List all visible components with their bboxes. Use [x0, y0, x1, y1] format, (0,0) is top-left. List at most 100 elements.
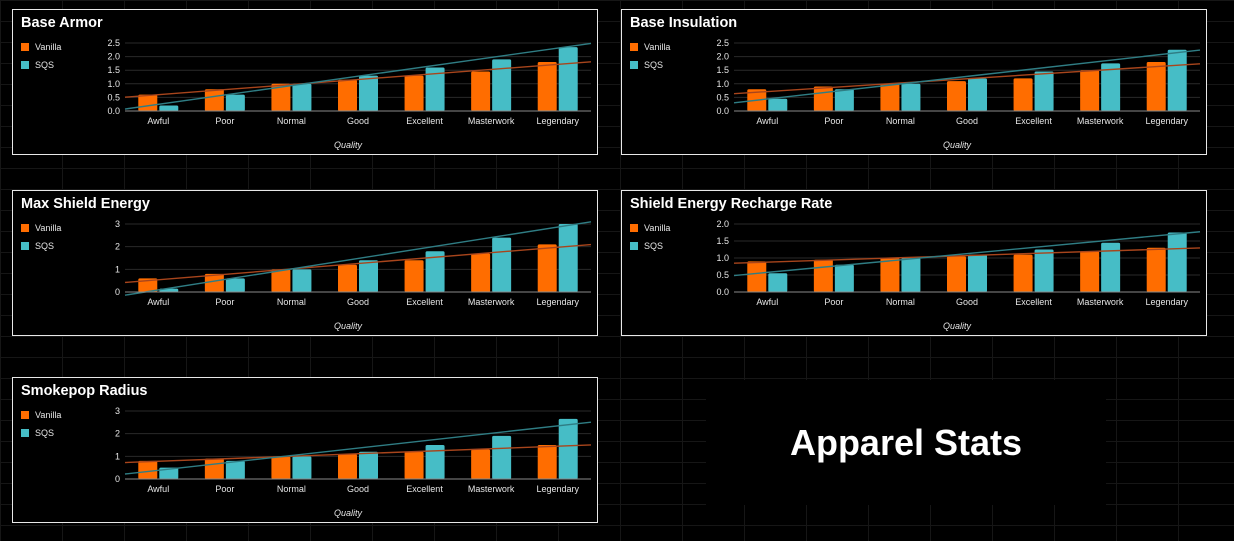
x-axis-title: Quality [943, 140, 972, 150]
legend-label: Vanilla [35, 223, 62, 233]
bar-vanilla [1080, 251, 1100, 292]
bar-sqs [492, 237, 512, 292]
x-tick-label: Awful [147, 484, 169, 494]
legend-swatch [630, 61, 638, 69]
x-tick-label: Normal [277, 297, 306, 307]
x-tick-label: Good [347, 297, 369, 307]
x-axis-title: Quality [943, 321, 972, 331]
x-tick-label: Masterwork [1077, 116, 1124, 126]
bar-sqs [492, 59, 512, 111]
bar-sqs [1167, 232, 1187, 292]
bar-vanilla [271, 269, 291, 292]
bar-vanilla [204, 273, 224, 292]
bar-sqs [834, 89, 854, 111]
x-tick-label: Good [347, 116, 369, 126]
x-tick-label: Poor [215, 297, 234, 307]
x-tick-label: Awful [756, 297, 778, 307]
chart-plot: 0 1 2 3 Awful Poor Normal Good Excellent Masterwo… [115, 406, 592, 518]
bar-sqs [768, 98, 788, 111]
chart-title: Base Armor [21, 15, 103, 31]
x-tick-label: Awful [147, 116, 169, 126]
bar-sqs [968, 254, 987, 292]
legend-item-vanilla: Vanilla [630, 38, 670, 56]
x-tick-label: Excellent [1015, 297, 1052, 307]
bar-vanilla [471, 449, 491, 479]
bar-sqs [768, 273, 788, 292]
bar-vanilla [338, 79, 357, 111]
y-tick-label: 2.5 [716, 38, 729, 48]
legend-swatch [21, 411, 29, 419]
y-tick-label: 2.5 [107, 38, 120, 48]
bar-vanilla [338, 454, 357, 479]
legend-label: SQS [35, 241, 55, 251]
bar-sqs [1101, 63, 1121, 111]
bar-vanilla [813, 86, 833, 111]
legend-label: SQS [35, 428, 55, 438]
chart-title: Shield Energy Recharge Rate [630, 196, 833, 212]
bar-vanilla [880, 258, 900, 292]
trendline-sqs [124, 421, 592, 475]
y-tick-label: 1.0 [716, 79, 729, 89]
chart-plot: 0.0 0.5 1.0 1.5 2.0 Awful Poor Normal Good Excell… [716, 219, 1201, 331]
bar-vanilla [813, 259, 833, 292]
x-tick-label: Masterwork [468, 116, 515, 126]
page-title-box: Apparel Stats [706, 380, 1106, 505]
legend-swatch [21, 242, 29, 250]
legend-swatch [21, 43, 29, 51]
legend-swatch [21, 61, 29, 69]
y-tick-label: 0.0 [107, 106, 120, 116]
y-tick-label: 0.0 [716, 287, 729, 297]
legend-item-vanilla: Vanilla [630, 219, 670, 237]
bar-sqs [492, 435, 512, 479]
bar-vanilla [471, 71, 491, 111]
bar-vanilla [138, 460, 158, 479]
bar-sqs [1101, 242, 1121, 292]
x-tick-label: Normal [886, 297, 915, 307]
x-tick-label: Poor [215, 484, 234, 494]
bar-sqs [558, 224, 578, 292]
x-tick-label: Good [956, 297, 978, 307]
trendline-vanilla [733, 247, 1201, 264]
x-tick-label: Legendary [536, 297, 579, 307]
chart-panel-smokepop-radius: Smokepop Radius Vanilla SQS 0 1 2 3 Awful Poor No… [12, 377, 598, 523]
chart-panel-max-shield-energy: Max Shield Energy Vanilla SQS 0 1 2 3 Awful Poor… [12, 190, 598, 336]
bar-vanilla [537, 244, 557, 292]
legend-item-vanilla: Vanilla [21, 219, 61, 237]
bar-vanilla [404, 75, 424, 111]
x-axis-title: Quality [334, 321, 363, 331]
bar-sqs [425, 67, 445, 111]
legend-swatch [630, 224, 638, 232]
chart-title: Base Insulation [630, 15, 738, 31]
bar-vanilla [204, 458, 224, 479]
legend-swatch [21, 224, 29, 232]
chart-legend: Vanilla SQS [21, 406, 61, 442]
x-tick-label: Awful [147, 297, 169, 307]
legend-item-sqs: SQS [630, 237, 670, 255]
y-tick-label: 3 [115, 406, 120, 416]
y-tick-label: 2.0 [107, 52, 120, 62]
bar-sqs [359, 75, 378, 111]
legend-label: SQS [644, 60, 664, 70]
legend-label: Vanilla [35, 42, 62, 52]
x-tick-label: Poor [215, 116, 234, 126]
trendline-vanilla [733, 63, 1201, 95]
trendline-vanilla [124, 243, 592, 284]
chart-plot: 0 1 2 3 Awful Poor Normal Good Excellent Masterwo… [115, 219, 592, 331]
legend-item-vanilla: Vanilla [21, 38, 61, 56]
bar-vanilla [1146, 247, 1166, 292]
legend-swatch [21, 429, 29, 437]
bar-sqs [292, 269, 312, 292]
bar-sqs [425, 251, 445, 292]
y-tick-label: 3 [115, 219, 120, 229]
y-tick-label: 0.5 [716, 92, 729, 102]
x-tick-label: Legendary [1145, 297, 1188, 307]
bar-vanilla [1013, 254, 1033, 292]
chart-title: Smokepop Radius [21, 383, 148, 399]
bar-sqs [558, 418, 578, 479]
legend-item-sqs: SQS [21, 237, 61, 255]
legend-item-vanilla: Vanilla [21, 406, 61, 424]
chart-panel-shield-energy-recharge-rate: Shield Energy Recharge Rate Vanilla SQS 0.0… [621, 190, 1207, 336]
x-tick-label: Normal [886, 116, 915, 126]
chart-title: Max Shield Energy [21, 196, 150, 212]
y-tick-label: 2.0 [716, 219, 729, 229]
